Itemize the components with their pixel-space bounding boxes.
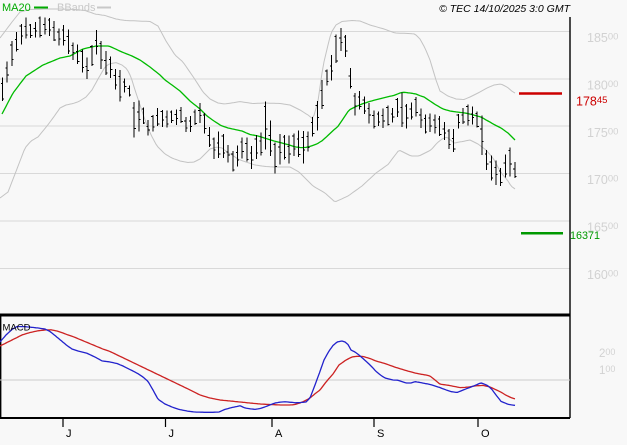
svg-text:© TEC 14/10/2025 3:0 GMT: © TEC 14/10/2025 3:0 GMT <box>439 3 571 15</box>
svg-text:18500: 18500 <box>587 31 618 45</box>
svg-text:17500: 17500 <box>587 126 618 140</box>
svg-text:MACD: MACD <box>3 323 31 334</box>
svg-text:16371: 16371 <box>570 230 600 242</box>
svg-text:18000: 18000 <box>587 79 618 93</box>
svg-text:J: J <box>66 428 72 440</box>
svg-text:MA20: MA20 <box>2 2 31 14</box>
svg-text:17845: 17845 <box>576 95 607 109</box>
svg-text:100: 100 <box>599 364 615 377</box>
svg-text:200: 200 <box>599 347 615 360</box>
svg-text:BBands: BBands <box>57 2 96 14</box>
svg-text:16500: 16500 <box>587 221 618 235</box>
svg-text:J: J <box>169 428 175 440</box>
svg-text:S: S <box>377 428 384 440</box>
svg-text:17000: 17000 <box>587 173 618 187</box>
svg-text:16000: 16000 <box>587 268 618 282</box>
svg-text:O: O <box>481 428 490 440</box>
svg-text:A: A <box>275 428 283 440</box>
